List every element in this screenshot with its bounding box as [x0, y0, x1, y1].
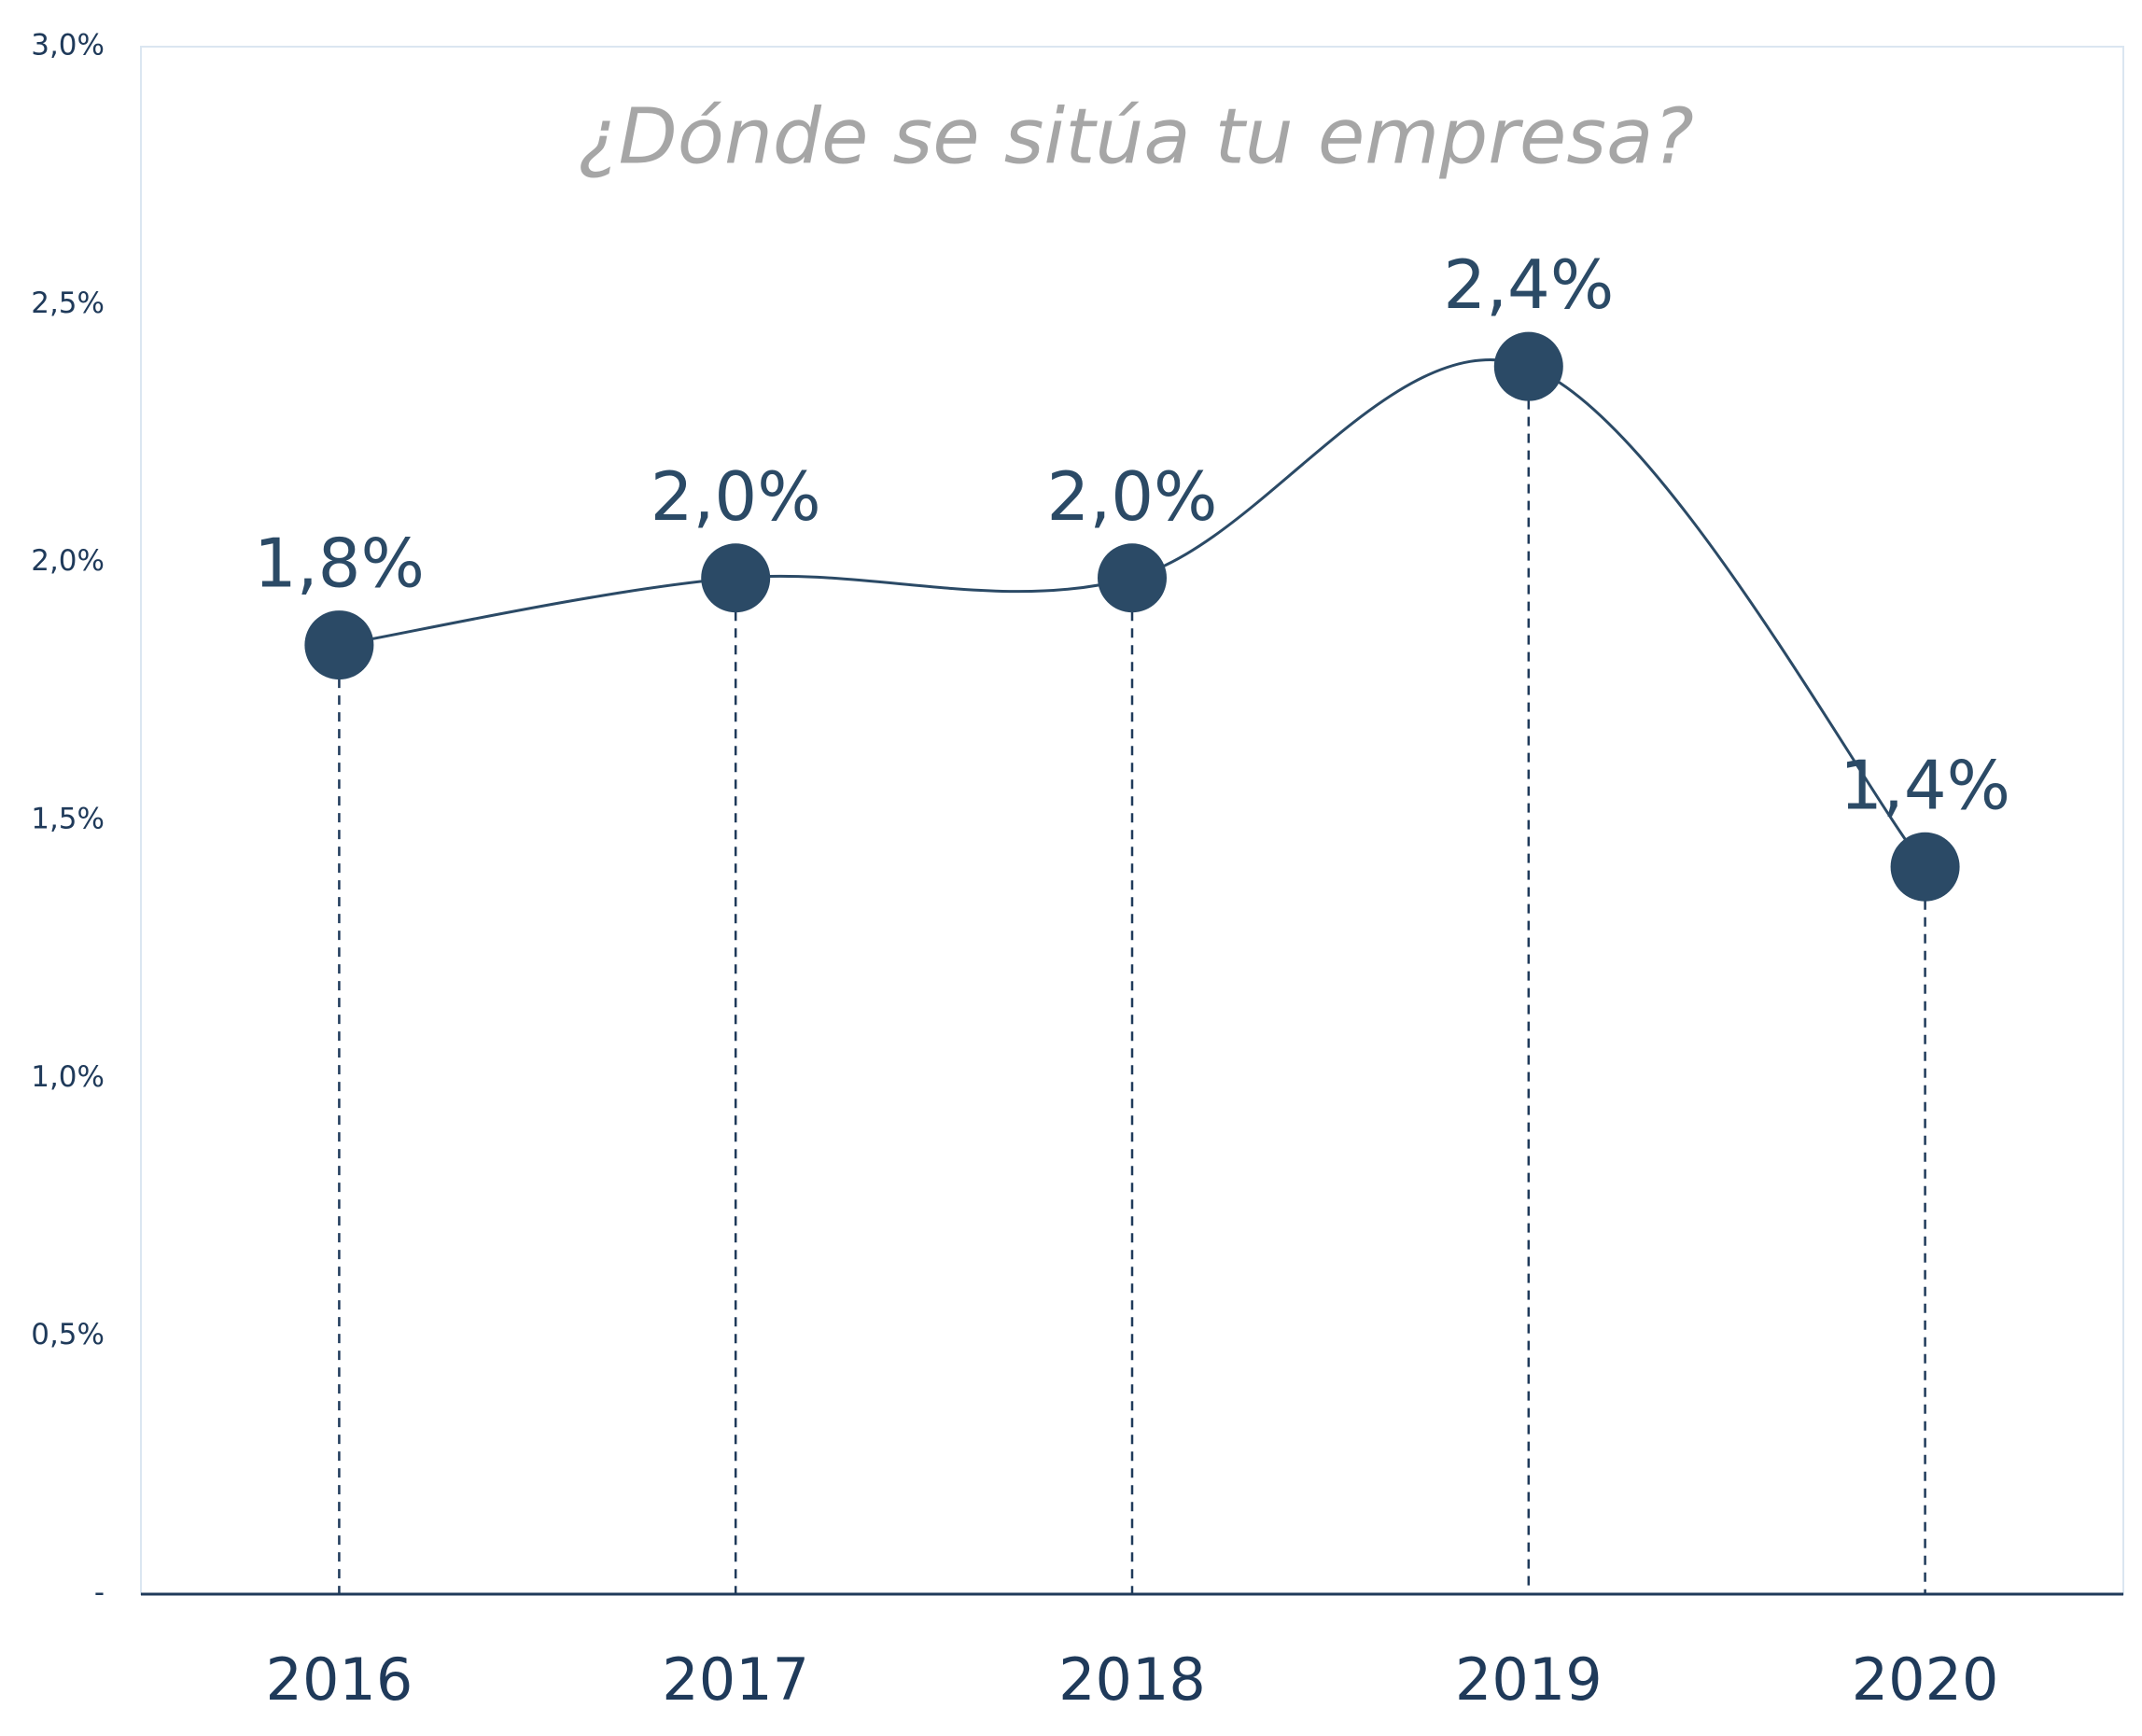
x-tick-label: 2018	[1058, 1645, 1206, 1714]
data-label: 2,0%	[1047, 457, 1218, 536]
y-tick-label: 1,5%	[31, 803, 105, 836]
x-tick-label: 2020	[1852, 1645, 1999, 1714]
marker	[701, 543, 771, 613]
x-tick-label: 2017	[662, 1645, 809, 1714]
marker	[1098, 543, 1167, 613]
y-tick-label: 2,5%	[31, 287, 105, 320]
data-label: 1,4%	[1840, 746, 2010, 824]
data-label: 1,8%	[254, 525, 425, 603]
data-label: 2,0%	[651, 457, 821, 536]
marker	[1493, 331, 1563, 401]
x-tick-label: 2019	[1455, 1645, 1603, 1714]
line	[339, 358, 1926, 868]
y-tick-label: -	[94, 1576, 105, 1610]
y-tick-label: 2,0%	[31, 544, 105, 578]
y-tick-label: 3,0%	[31, 29, 105, 63]
y-tick-label: 1,0%	[31, 1060, 105, 1094]
data-label: 2,4%	[1443, 245, 1614, 324]
marker	[304, 610, 374, 680]
marker	[1890, 832, 1960, 902]
chart-title: ¿Dónde se sitúa tu empresa?	[578, 92, 1694, 181]
x-tick-label: 2016	[266, 1645, 413, 1714]
y-tick-label: 0,5%	[31, 1318, 105, 1351]
